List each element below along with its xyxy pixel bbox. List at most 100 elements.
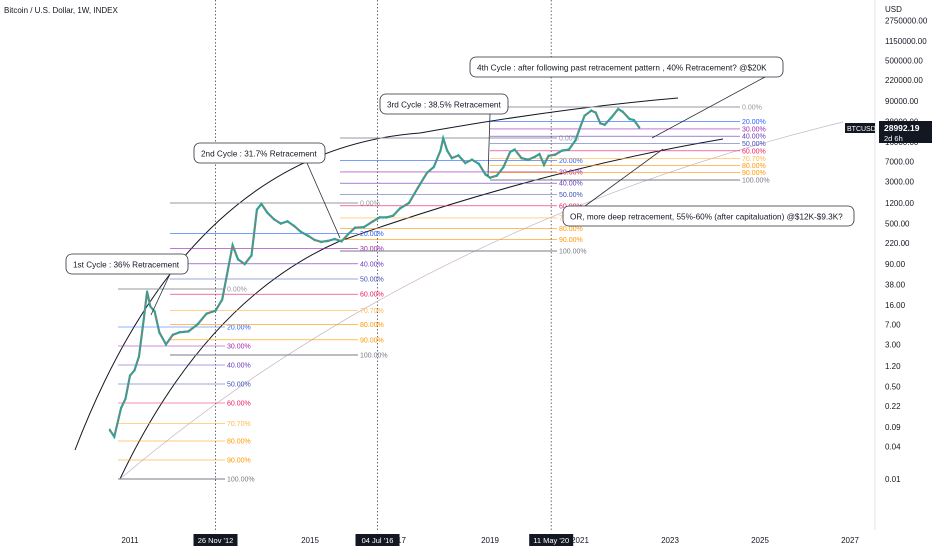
y-tick-label: 220000.00 bbox=[885, 76, 923, 85]
fib-level-label: 60.00% bbox=[360, 292, 384, 299]
fib-level-label: 80.00% bbox=[227, 439, 251, 446]
price-point bbox=[340, 240, 343, 243]
price-point bbox=[153, 310, 156, 313]
price-point bbox=[399, 207, 401, 210]
fib-level-label: 50.00% bbox=[559, 192, 583, 199]
note-pointer bbox=[584, 148, 664, 207]
price-point bbox=[142, 320, 145, 323]
note-pointer bbox=[487, 113, 491, 177]
price-point bbox=[228, 262, 230, 266]
fib-level-label: 30.00% bbox=[360, 246, 384, 253]
price-point bbox=[250, 254, 253, 257]
price-point bbox=[178, 331, 181, 334]
fib-level-label: 20.00% bbox=[742, 119, 766, 126]
cycle-vertical-lines: 26 Nov '12 04 Jul '16 11 May '20 bbox=[193, 0, 574, 546]
price-point bbox=[638, 126, 641, 129]
y-tick-label: 3000.00 bbox=[885, 177, 914, 186]
price-point bbox=[196, 323, 199, 326]
x-tick-label: 2015 bbox=[301, 536, 319, 545]
price-point bbox=[477, 162, 480, 165]
cycle-note: OR, more deep retracement, 55%-60% (afte… bbox=[562, 148, 855, 227]
price-point bbox=[513, 148, 516, 151]
price-point bbox=[543, 163, 545, 167]
price-point bbox=[464, 161, 467, 165]
price-point bbox=[457, 154, 460, 157]
fib-level-label: 50.00% bbox=[360, 277, 384, 284]
note-text: 4th Cycle : after following past retrace… bbox=[477, 64, 767, 73]
note-box bbox=[379, 93, 509, 115]
last-price-badge: BTCUSD 28992.19 2d 6h bbox=[845, 121, 932, 143]
y-tick-label: 7.00 bbox=[885, 320, 901, 329]
y-tick-label: 38.00 bbox=[885, 280, 906, 289]
fib-level-label: 0.00% bbox=[559, 136, 579, 143]
price-point bbox=[300, 230, 302, 234]
price-point bbox=[520, 156, 523, 160]
price-point bbox=[221, 298, 224, 301]
price-point bbox=[260, 202, 263, 206]
price-point bbox=[124, 397, 127, 400]
price-point bbox=[187, 330, 190, 333]
price-point bbox=[408, 201, 410, 205]
price-point bbox=[320, 240, 323, 244]
price-point bbox=[129, 374, 131, 377]
price-point bbox=[617, 107, 620, 111]
price-point bbox=[599, 122, 602, 125]
price-point bbox=[502, 165, 505, 169]
fib-level-label: 70.70% bbox=[227, 421, 251, 428]
currency-label: USD bbox=[885, 5, 902, 14]
cycle-marker-label: 04 Jul '16 bbox=[362, 536, 394, 545]
price-point bbox=[432, 165, 435, 169]
x-tick-label: 2019 bbox=[481, 536, 499, 545]
price-point bbox=[108, 428, 111, 432]
price-point bbox=[372, 220, 374, 223]
chart-title: Bitcoin / U.S. Dollar, 1W, INDEX bbox=[4, 6, 118, 15]
price-point bbox=[354, 226, 356, 229]
price-point bbox=[567, 148, 570, 151]
price-point bbox=[243, 262, 246, 266]
price-point bbox=[392, 214, 395, 217]
time-axis: 2011 2015 2019 2021 2023 2025 2027 17 bbox=[121, 536, 859, 545]
price-point bbox=[442, 137, 444, 140]
y-tick-label: 1150000.00 bbox=[885, 37, 927, 46]
price-point bbox=[385, 216, 388, 219]
fib-level-label: 90.00% bbox=[559, 237, 583, 244]
y-tick-label: 90000.00 bbox=[885, 97, 919, 106]
price-point bbox=[583, 114, 586, 118]
x-tick-label: 2011 bbox=[121, 536, 139, 545]
cycle-note: 4th Cycle : after following past retrace… bbox=[469, 56, 784, 139]
price-point bbox=[534, 155, 536, 158]
price-point bbox=[273, 218, 275, 221]
price-point bbox=[579, 126, 581, 129]
fib-level-label: 20.00% bbox=[559, 158, 583, 165]
price-point bbox=[333, 237, 336, 241]
x-tick-label: 17 bbox=[397, 536, 406, 545]
y-tick-label: 0.01 bbox=[885, 475, 901, 484]
price-point bbox=[237, 258, 239, 261]
y-tick-label: 500000.00 bbox=[885, 57, 923, 66]
cycle-note: 2nd Cycle : 31.7% Retracement bbox=[193, 142, 341, 239]
note-box bbox=[469, 56, 784, 78]
price-point bbox=[313, 238, 316, 242]
fib-level-label: 100.00% bbox=[559, 249, 587, 256]
note-text: OR, more deep retracement, 55%-60% (afte… bbox=[570, 213, 843, 222]
fib-level-label: 100.00% bbox=[227, 477, 255, 484]
price-point bbox=[446, 149, 449, 152]
fib-level-label: 30.00% bbox=[742, 126, 766, 133]
cycle-marker-badge bbox=[193, 534, 238, 546]
price-point bbox=[426, 171, 428, 174]
cycle-marker-label: 26 Nov '12 bbox=[198, 536, 234, 545]
cycle-note: 3rd Cycle : 38.5% Retracement bbox=[379, 93, 509, 177]
price-point bbox=[621, 110, 624, 113]
cycle-note: 1st Cycle : 36% Retracement bbox=[65, 253, 189, 316]
price-point bbox=[165, 343, 167, 346]
note-box bbox=[65, 253, 189, 275]
cycle-marker-badge bbox=[529, 534, 574, 546]
price-point bbox=[214, 309, 217, 312]
fib-level-label: 80.00% bbox=[360, 322, 384, 329]
x-tick-label: 2027 bbox=[841, 536, 859, 545]
y-tick-label: 0.50 bbox=[885, 383, 901, 392]
price-point bbox=[146, 290, 148, 293]
fib-level-label: 90.00% bbox=[227, 458, 251, 465]
y-tick-label: 7000.00 bbox=[885, 157, 914, 166]
y-tick-label: 220.00 bbox=[885, 239, 910, 248]
